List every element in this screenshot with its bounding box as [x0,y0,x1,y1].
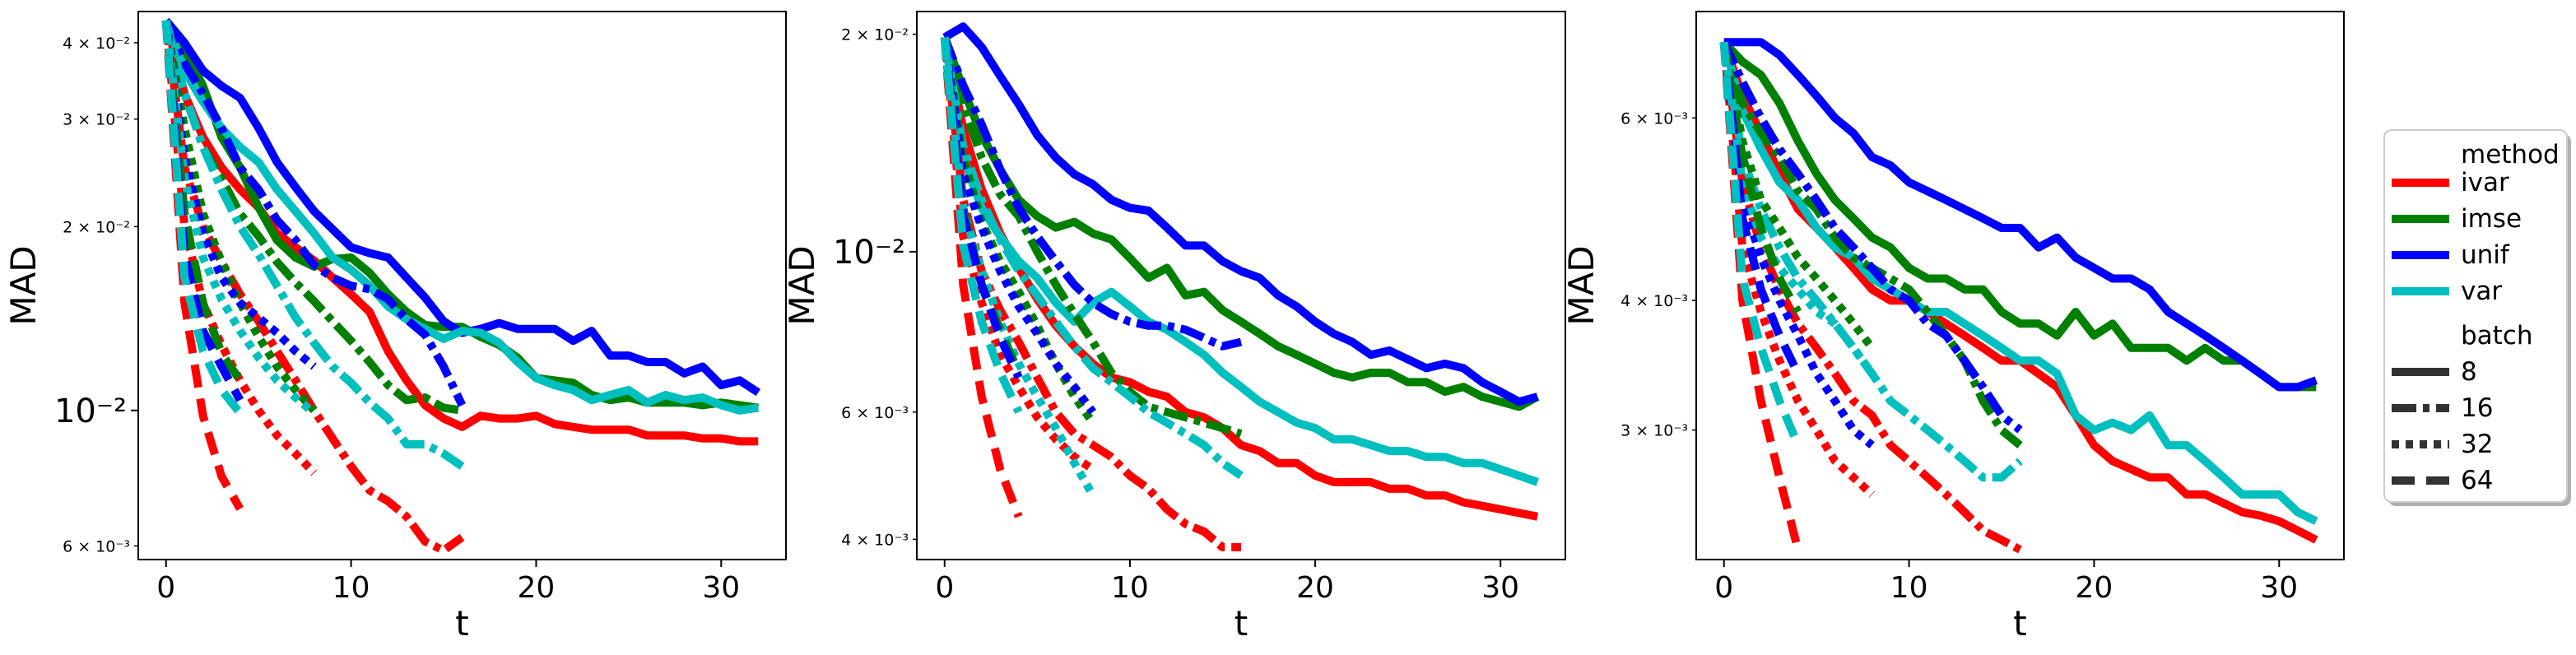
x-tick-label: 0 [156,571,175,605]
series-line-ivar-batch-16 [940,36,1241,551]
series-line-imse-batch-8 [162,18,760,412]
legend-label-unif: unif [2461,240,2510,270]
plot-frame [1695,11,2345,560]
series-line-var-batch-32 [940,36,1097,498]
y-tick-label: 2 × 10⁻² [841,26,909,44]
series-line-var-batch-8 [162,19,760,415]
series-line-unif-batch-16 [941,35,1243,351]
y-axis-label: MAD [1561,245,1602,325]
series-line-var-batch-32 [161,20,317,416]
legend-batch-entries: 8 16 32 64 [2392,357,2493,495]
series-line-unif-batch-16 [1720,40,2023,434]
series-line-imse-batch-32 [1719,41,1876,351]
series-group [161,17,761,555]
x-tick-label: 10 [332,571,370,605]
series-group [1719,38,2318,554]
x-axis-label: t [2013,603,2026,643]
y-tick-label: 2 × 10⁻² [63,218,130,236]
legend-label-ivar: ivar [2461,168,2509,197]
legend-batch-title: batch [2461,321,2533,351]
legend-label-batch-16: 16 [2461,393,2493,423]
series-line-ivar-batch-64 [1719,41,1802,551]
series-line-imse-batch-64 [1719,41,1802,314]
x-tick-label: 20 [2076,571,2113,605]
y-tick-label: 10⁻² [54,393,127,430]
legend-method-title: method [2461,140,2560,170]
legend-label-batch-64: 64 [2461,466,2493,495]
y-tick-label: 4 × 10⁻² [63,35,130,53]
x-tick-label: 30 [1481,571,1519,605]
series-line-unif-batch-8 [942,22,1539,406]
series-line-var-batch-32 [1719,41,1876,377]
legend-method-entries: ivar imse unif var [2392,168,2522,306]
y-tick-label: 4 × 10⁻³ [1620,292,1688,310]
series-line-ivar-batch-16 [1719,41,2022,554]
x-tick-label: 20 [518,571,556,605]
legend: method ivar imse unif var batch 8 16 32 64 [2383,129,2571,506]
series-line-ivar-batch-64 [940,37,1023,518]
legend-label-imse: imse [2461,204,2522,234]
x-tick-label: 30 [2260,571,2298,605]
series-line-imse-batch-32 [940,36,1096,425]
y-tick-label: 3 × 10⁻² [63,111,130,129]
y-axis-label: MAD [782,245,822,325]
legend-label-batch-32: 32 [2461,430,2493,459]
panel-right: 0 10 20 30 6 × 10⁻³ 4 × 10⁻³ 3 × 10⁻³ t MAD [1561,11,2345,643]
x-tick-label: 10 [1111,571,1149,605]
plot-frame [137,11,787,560]
x-tick-label: 0 [1714,571,1733,605]
y-tick-label: 6 × 10⁻³ [841,404,909,422]
x-tick-label: 30 [702,571,740,605]
y-tick-label: 6 × 10⁻³ [63,537,130,555]
legend-label-batch-8: 8 [2461,357,2477,387]
x-axis-label: t [455,603,468,643]
series-line-ivar-batch-8 [940,36,1539,521]
series-line-var-batch-16 [940,36,1244,480]
x-axis-label: t [1235,603,1248,643]
x-tick-label: 20 [1296,571,1334,605]
series-line-imse-batch-16 [940,36,1243,438]
series-line-imse-batch-8 [1721,39,2317,392]
series-line-var-batch-16 [1719,41,2023,482]
panel-left: 0 10 20 30 4 × 10⁻² 3 × 10⁻² 2 × 10⁻² 10⁻² 6 × 1… [3,11,787,643]
series-line-var-batch-8 [940,36,1539,486]
series-line-imse-batch-64 [161,20,244,383]
series-line-var-batch-64 [940,36,1023,414]
plot-frame [916,11,1566,560]
y-tick-label: 3 × 10⁻³ [1620,422,1688,440]
y-tick-label: 4 × 10⁻³ [841,531,909,549]
x-tick-label: 0 [935,571,954,605]
series-line-var-batch-64 [1719,41,1802,448]
series-line-ivar-batch-32 [1719,41,1875,498]
series-line-unif-batch-32 [161,20,317,370]
panel-middle: 0 10 20 30 2 × 10⁻² 10⁻² 6 × 10⁻³ 4 × 10⁻³ t MAD [782,11,1566,643]
y-axis-label: MAD [3,245,44,325]
series-line-unif-batch-8 [1723,38,2318,392]
series-line-imse-batch-8 [941,35,1540,411]
y-tick-label: 10⁻² [833,234,905,272]
series-line-var-batch-64 [161,20,244,416]
series-line-imse-batch-16 [1719,40,2023,448]
series-line-unif-batch-16 [162,18,467,407]
series-line-ivar-batch-16 [161,20,465,555]
y-tick-label: 6 × 10⁻³ [1620,109,1688,128]
series-line-ivar-batch-32 [161,20,318,476]
series-line-unif-batch-32 [940,36,1096,415]
series-line-var-batch-8 [1719,40,2318,525]
x-tick-label: 10 [1890,571,1928,605]
legend-label-var: var [2461,276,2502,306]
series-line-var-batch-16 [161,19,465,470]
series-group [940,22,1540,551]
